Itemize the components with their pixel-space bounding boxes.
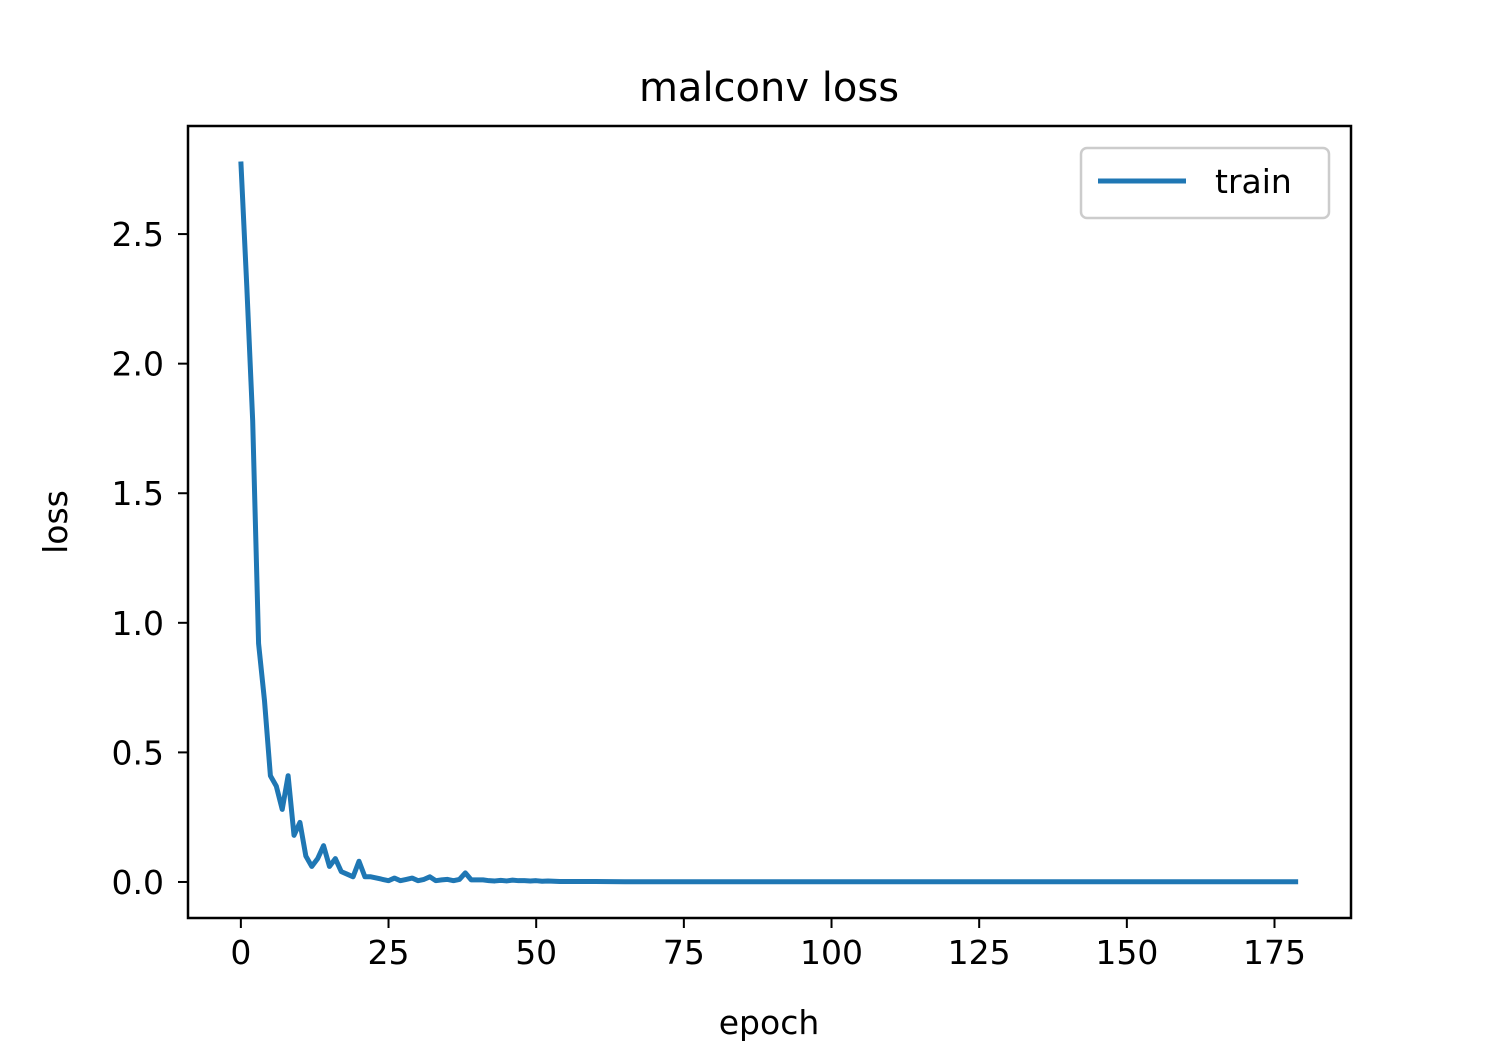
x-tick-label: 125 [948,933,1011,972]
legend: train [1079,146,1331,220]
chart-title: malconv loss [639,65,899,111]
x-tick-label: 25 [368,933,410,972]
series-line-train [238,161,1299,885]
y-tick-label: 1.0 [112,604,164,643]
y-axis-title: loss [36,490,75,554]
y-tick-label: 1.5 [112,474,164,513]
x-tick-label: 50 [515,933,557,972]
x-tick-label: 175 [1243,933,1306,972]
x-axis-ticks: 0 25 50 75 100 125 150 175 [230,918,1306,972]
legend-label-train: train [1215,162,1292,201]
x-axis-title: epoch [719,1003,820,1042]
series-layer [238,161,1299,885]
legend-box [1079,146,1331,220]
y-tick-label: 0.5 [112,733,164,772]
y-tick-label: 2.0 [112,345,164,384]
x-tick-label: 150 [1095,933,1158,972]
x-tick-label: 0 [230,933,251,972]
y-tick-label: 0.0 [112,863,164,902]
plot-area-frame [186,124,1353,920]
x-tick-label: 75 [663,933,705,972]
y-tick-label: 2.5 [112,215,164,254]
x-tick-label: 100 [800,933,863,972]
y-axis-ticks: 0.0 0.5 1.0 1.5 2.0 2.5 [112,215,188,902]
